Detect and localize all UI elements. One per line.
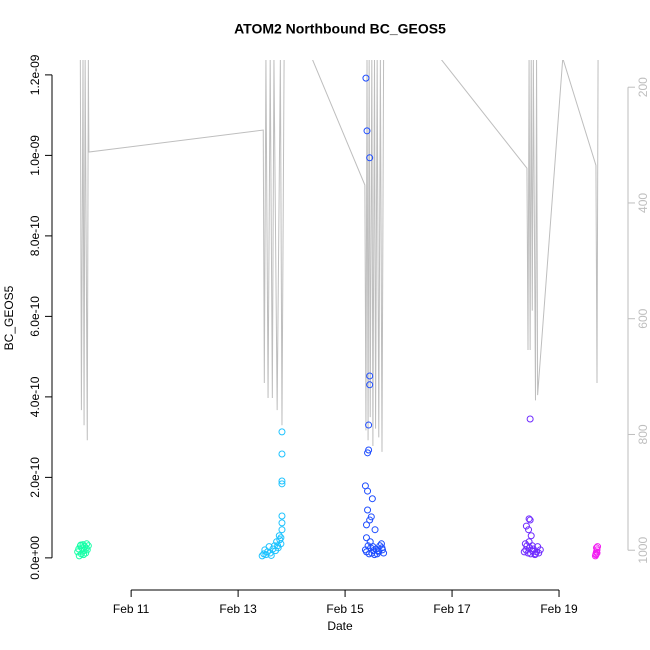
data-point bbox=[274, 542, 282, 550]
data-point bbox=[378, 544, 386, 552]
y-tick-label: 1.2e-09 bbox=[28, 54, 42, 95]
data-point bbox=[278, 519, 286, 527]
data-point bbox=[82, 544, 90, 552]
data-point bbox=[366, 516, 374, 524]
data-point bbox=[80, 551, 88, 559]
x-tick-label: Feb 17 bbox=[433, 602, 471, 616]
data-point bbox=[365, 421, 373, 429]
data-point bbox=[362, 74, 370, 82]
x-tick-label: Feb 11 bbox=[113, 602, 150, 616]
data-point bbox=[83, 546, 91, 554]
data-point bbox=[527, 532, 535, 540]
data-point bbox=[77, 541, 85, 549]
y-tick-label: 0.0e+00 bbox=[28, 536, 42, 580]
y2-tick-label: 600 bbox=[636, 308, 650, 328]
data-point bbox=[258, 552, 266, 560]
y-axis-label: BC_GEOS5 bbox=[2, 285, 16, 350]
data-point bbox=[278, 428, 286, 436]
y-tick-label: 1.0e-09 bbox=[28, 135, 42, 176]
data-point bbox=[536, 546, 544, 554]
data-point bbox=[278, 512, 286, 520]
y-tick-label: 4.0e-10 bbox=[28, 376, 42, 417]
data-point bbox=[362, 521, 370, 529]
x-tick-label: Feb 15 bbox=[326, 602, 364, 616]
data-point bbox=[521, 540, 529, 548]
data-point bbox=[592, 544, 600, 552]
data-point bbox=[526, 516, 534, 524]
data-point bbox=[525, 515, 533, 523]
data-point bbox=[525, 526, 533, 534]
data-point bbox=[592, 551, 600, 559]
data-point bbox=[362, 534, 370, 542]
data-point bbox=[265, 543, 273, 551]
data-point bbox=[593, 549, 601, 557]
data-point bbox=[526, 415, 534, 423]
data-point bbox=[520, 548, 528, 556]
y2-tick-label: 200 bbox=[636, 77, 650, 97]
data-point bbox=[528, 542, 536, 550]
data-point bbox=[75, 552, 83, 560]
y-tick-label: 8.0e-10 bbox=[28, 215, 42, 256]
data-point bbox=[535, 549, 543, 557]
x-axis-label: Date bbox=[327, 619, 353, 633]
x-tick-label: Feb 19 bbox=[540, 602, 578, 616]
data-point bbox=[366, 381, 374, 389]
y-tick-label: 2.0e-10 bbox=[28, 457, 42, 498]
data-point bbox=[366, 372, 374, 380]
data-point bbox=[270, 542, 278, 550]
data-point bbox=[278, 477, 286, 485]
y2-tick-label: 800 bbox=[636, 424, 650, 444]
data-point bbox=[371, 526, 379, 534]
data-point bbox=[82, 549, 90, 557]
pressure-line bbox=[79, 60, 599, 452]
data-point bbox=[522, 522, 530, 530]
data-point bbox=[364, 487, 372, 495]
y2-tick-label: 1000 bbox=[636, 537, 650, 564]
data-point bbox=[373, 550, 381, 558]
chart-title: ATOM2 Northbound BC_GEOS5 bbox=[234, 21, 446, 37]
data-point bbox=[368, 495, 376, 503]
data-point bbox=[366, 154, 374, 162]
data-point bbox=[531, 550, 539, 558]
data-point bbox=[267, 551, 275, 559]
data-point bbox=[367, 513, 375, 521]
x-tick-label: Feb 13 bbox=[219, 602, 257, 616]
y-tick-label: 6.0e-10 bbox=[28, 296, 42, 337]
data-point bbox=[278, 526, 286, 534]
data-point bbox=[369, 543, 377, 551]
data-point bbox=[363, 127, 371, 135]
y2-tick-label: 400 bbox=[636, 193, 650, 213]
plot-area bbox=[74, 60, 602, 560]
data-point bbox=[275, 532, 283, 540]
data-point bbox=[278, 450, 286, 458]
data-point bbox=[364, 506, 372, 514]
data-point bbox=[364, 449, 372, 457]
data-point bbox=[278, 480, 286, 488]
